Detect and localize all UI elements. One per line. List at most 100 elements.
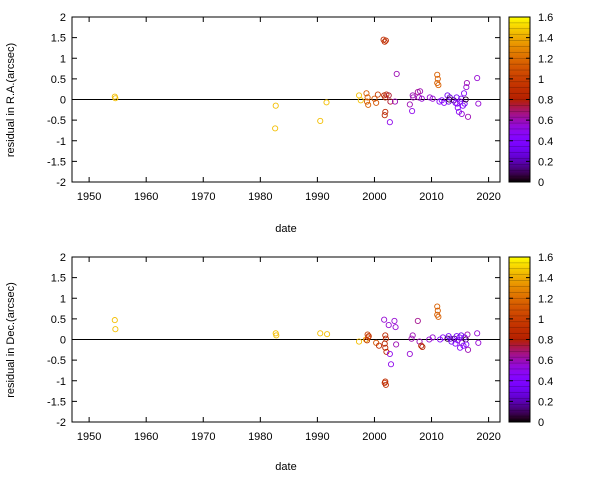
y-axis-label: residual in R.A.(arcsec) — [5, 43, 17, 157]
data-point — [382, 378, 389, 385]
y-tick-label: 1.5 — [51, 33, 66, 45]
colorbar-tick-label: 0.6 — [538, 355, 553, 367]
x-tick-label: 1950 — [77, 191, 101, 203]
y-tick-label: 1 — [60, 53, 66, 65]
data-point — [363, 337, 371, 344]
colorbar-tick-label: 0.2 — [538, 396, 553, 408]
y-tick-label: 0.5 — [51, 74, 66, 86]
data-point — [392, 324, 399, 331]
data-point — [463, 79, 470, 87]
x-tick-label: 2020 — [476, 191, 500, 203]
colorbar-tick-label: 0 — [538, 417, 544, 429]
data-point — [317, 330, 324, 337]
data-point — [381, 316, 388, 323]
data-point — [355, 92, 363, 99]
data-point — [363, 98, 371, 105]
colorbar-tick-label: 0.4 — [538, 136, 553, 148]
y-tick-label: 0 — [60, 335, 66, 347]
data-point — [406, 101, 413, 108]
x-tick-label: 1990 — [305, 191, 329, 203]
data-point — [382, 332, 389, 339]
colorbar-tick-label: 0.8 — [538, 335, 553, 347]
data-point — [418, 95, 425, 102]
colorbar-tick-label: 1 — [538, 74, 544, 86]
x-tick-label: 2020 — [476, 431, 500, 443]
data-point — [385, 322, 392, 329]
data-point — [391, 317, 398, 324]
y-tick-label: 0.5 — [51, 314, 66, 326]
data-point — [393, 341, 400, 348]
x-tick-label: 1960 — [134, 431, 158, 443]
y-tick-label: 2 — [60, 252, 66, 264]
y-tick-label: 1 — [60, 293, 66, 305]
data-point — [112, 326, 119, 333]
colorbar-tick-label: 1.2 — [538, 53, 553, 65]
y-tick-label: 1.5 — [51, 273, 66, 285]
data-point — [434, 307, 441, 314]
data-point — [381, 112, 388, 119]
data-point — [410, 94, 417, 101]
x-tick-label: 2000 — [362, 431, 386, 443]
data-point — [458, 110, 465, 117]
data-point — [364, 94, 371, 101]
y-tick-label: -1.5 — [47, 396, 66, 408]
data-point — [418, 342, 425, 349]
data-point — [429, 334, 436, 341]
data-point — [414, 317, 421, 324]
data-point — [408, 335, 415, 342]
data-point — [272, 125, 279, 132]
y-tick-label: -1 — [56, 136, 66, 148]
colorbar-tick-label: 0 — [538, 177, 544, 189]
data-point — [434, 71, 441, 78]
data-point — [447, 335, 454, 342]
colorbar-tick-label: 1 — [538, 314, 544, 326]
data-point — [272, 102, 279, 109]
data-point — [426, 94, 433, 101]
chart-panel-1: -2 -1.5 -1 -0.5 0 0.5 1 1.5 2 1950 1960 1970 1980 199… — [5, 12, 553, 235]
data-point — [464, 331, 471, 338]
data-point — [435, 313, 442, 320]
data-point — [323, 99, 330, 106]
data-point — [382, 381, 389, 388]
y-tick-label: -1.5 — [47, 156, 66, 168]
data-point — [393, 70, 400, 77]
data-point — [382, 108, 389, 115]
x-tick-label: 1970 — [191, 191, 215, 203]
data-point — [435, 82, 442, 89]
data-point — [454, 104, 461, 111]
data-point — [373, 99, 380, 106]
data-point — [387, 98, 394, 105]
data-point — [375, 342, 383, 349]
colorbar-tick-label: 0.6 — [538, 115, 553, 127]
data-point — [317, 117, 324, 124]
data-point — [382, 37, 389, 44]
colorbar-tick-label: 1.4 — [538, 273, 553, 285]
data-point — [381, 340, 388, 347]
data-point — [434, 75, 441, 82]
data-point — [364, 331, 371, 338]
x-tick-label: 1980 — [248, 191, 272, 203]
data-point — [111, 317, 118, 324]
data-point — [434, 303, 441, 310]
x-tick-label: 1980 — [248, 431, 272, 443]
data-point — [462, 96, 469, 103]
colorbar-tick-label: 0.2 — [538, 156, 553, 168]
y-tick-label: 2 — [60, 12, 66, 24]
data-point — [475, 100, 482, 107]
data-point — [474, 330, 481, 337]
data-point — [463, 341, 470, 348]
x-tick-label: 2000 — [362, 191, 386, 203]
data-point — [382, 344, 389, 351]
y-axis-label: residual in Dec.(arcsec) — [5, 282, 17, 398]
colorbar-tick-label: 0.4 — [538, 376, 553, 388]
x-axis-label: date — [275, 461, 296, 473]
x-tick-label: 1970 — [191, 431, 215, 443]
data-point — [385, 92, 392, 99]
data-point — [461, 100, 468, 107]
data-point — [429, 95, 436, 102]
data-point — [453, 333, 460, 340]
colorbar-tick-label: 1.4 — [538, 33, 553, 45]
data-point — [112, 95, 119, 102]
data-point — [386, 350, 393, 357]
